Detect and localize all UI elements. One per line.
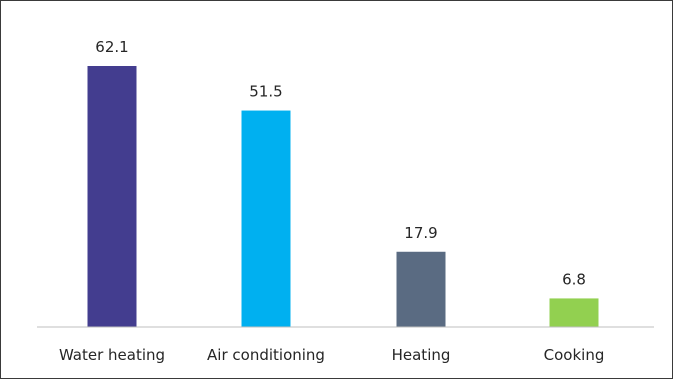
value-labels-layer: 62.1 51.5 17.9 6.8 bbox=[95, 38, 586, 288]
value-label-water-heating: 62.1 bbox=[95, 38, 128, 56]
category-label-heating: Heating bbox=[392, 346, 451, 364]
category-label-water-heating: Water heating bbox=[59, 346, 165, 364]
value-label-cooking: 6.8 bbox=[562, 270, 586, 288]
category-label-cooking: Cooking bbox=[544, 346, 605, 364]
category-label-air-conditioning: Air conditioning bbox=[207, 346, 325, 364]
value-label-heating: 17.9 bbox=[404, 224, 437, 242]
bar-cooking bbox=[549, 298, 599, 327]
bar-air-conditioning bbox=[241, 110, 291, 328]
bar-heating bbox=[396, 251, 446, 327]
value-label-air-conditioning: 51.5 bbox=[249, 83, 282, 101]
bars-layer bbox=[87, 66, 599, 328]
category-labels-layer: Water heating Air conditioning Heating Cook… bbox=[59, 346, 604, 364]
bar-water-heating bbox=[87, 66, 137, 327]
